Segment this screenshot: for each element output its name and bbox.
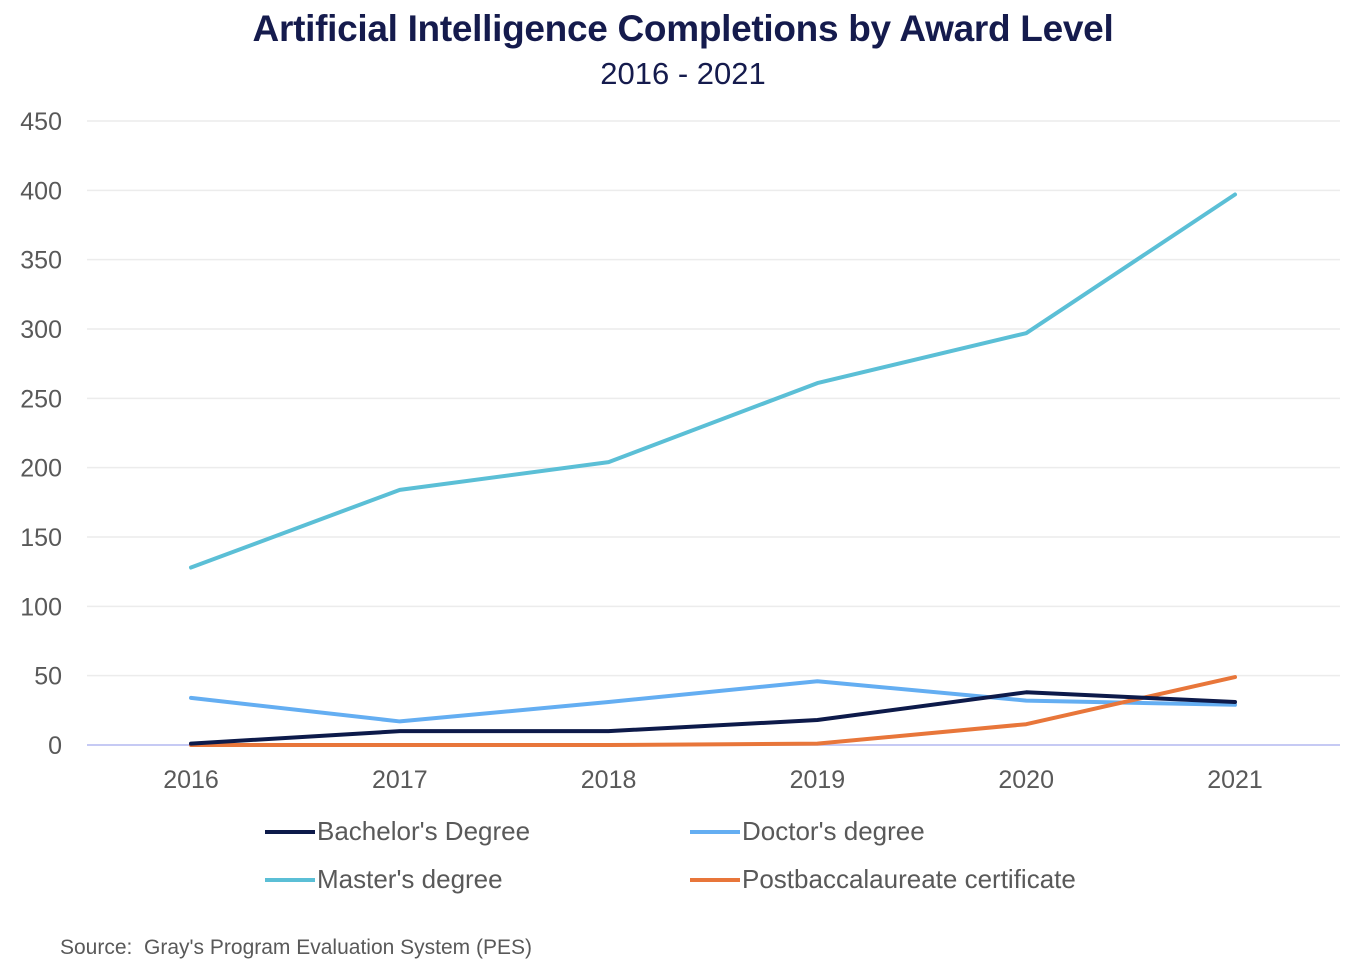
gridlines [87,120,1340,746]
legend-item-postbac: Postbaccalaureate certificate [690,864,1076,895]
x-tick-label: 2016 [163,766,219,794]
y-tick-label: 400 [20,177,62,205]
legend-swatch [690,829,740,834]
x-tick-label: 2020 [998,766,1054,794]
legend-item-doctors: Doctor's degree [690,816,925,847]
y-tick-label: 150 [20,524,62,552]
legend-label: Master's degree [317,864,503,894]
legend-swatch [265,877,315,882]
x-tick-label: 2019 [790,766,846,794]
x-tick-label: 2017 [372,766,428,794]
legend-label: Bachelor's Degree [317,816,531,846]
chart-title: Artificial Intelligence Completions by A… [252,8,1114,49]
series-line-postbaccalaureate-certificate [189,675,1237,747]
y-tick-label: 0 [48,732,62,760]
series-line-master-s-degree [189,192,1237,570]
series-line-bachelor-s-degree [189,690,1237,746]
y-tick-label: 250 [20,385,62,413]
y-tick-label: 350 [20,247,62,275]
y-tick-label: 100 [20,593,62,621]
plot-area: 0 50 100 150 200 250 300 350 400 450 2016 2017 2018… [20,108,1340,794]
y-tick-label: 50 [34,663,62,691]
x-tick-label: 2021 [1207,766,1263,794]
chart-subtitle: 2016 - 2021 [600,56,766,91]
legend-label: Postbaccalaureate certificate [742,864,1076,894]
x-axis-ticks: 2016 2017 2018 2019 2020 2021 [163,766,1263,794]
series-lines [189,192,1237,747]
legend-label: Doctor's degree [742,816,925,846]
y-axis-ticks: 0 50 100 150 200 250 300 350 400 450 [20,108,62,760]
legend-item-masters: Master's degree [265,864,503,895]
y-tick-label: 450 [20,108,62,136]
y-tick-label: 300 [20,316,62,344]
series-line-doctor-s-degree [189,679,1237,724]
x-tick-label: 2018 [581,766,637,794]
y-tick-label: 200 [20,455,62,483]
legend-swatch [690,877,740,882]
legend-item-bachelors: Bachelor's Degree [265,816,530,847]
source-note: Source: Gray's Program Evaluation System… [60,936,533,959]
legend-swatch [265,829,315,834]
